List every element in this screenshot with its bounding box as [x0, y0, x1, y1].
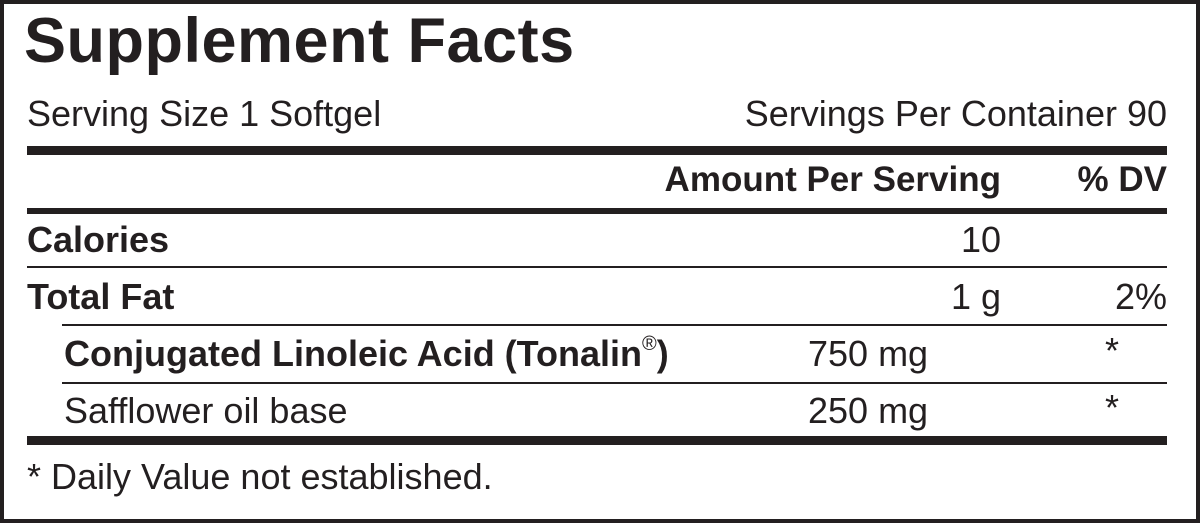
row-dv-total-fat: 2%: [1114, 276, 1167, 317]
servings-per-container: Servings Per Container 90: [744, 93, 1167, 134]
row-amount-safflower: 250 mg: [808, 390, 929, 431]
row-dv-cla: *: [1105, 330, 1120, 371]
thin-divider: [62, 382, 1167, 384]
registered-mark: ®: [642, 333, 657, 355]
thick-divider: [27, 436, 1167, 445]
row-amount-total-fat: 1 g: [950, 276, 1001, 317]
medium-divider: [27, 208, 1167, 214]
thin-divider: [27, 266, 1167, 268]
dv-header: % DV: [1077, 160, 1167, 199]
thin-divider: [62, 324, 1167, 326]
thick-divider: [27, 146, 1167, 155]
row-amount-cla: 750 mg: [808, 333, 929, 374]
panel-title: Supplement Facts: [24, 6, 575, 76]
row-amount-calories: 10: [960, 219, 1001, 260]
footnote: * Daily Value not established.: [27, 456, 493, 497]
row-dv-safflower: *: [1105, 387, 1120, 428]
row-name-total-fat: Total Fat: [27, 276, 175, 317]
serving-size: Serving Size 1 Softgel: [27, 93, 382, 134]
amount-header: Amount Per Serving: [664, 160, 1001, 199]
row-name-cla: Conjugated Linoleic Acid (Tonalin®): [64, 333, 669, 374]
row-name-calories: Calories: [27, 219, 170, 260]
row-name-safflower: Safflower oil base: [64, 390, 348, 431]
